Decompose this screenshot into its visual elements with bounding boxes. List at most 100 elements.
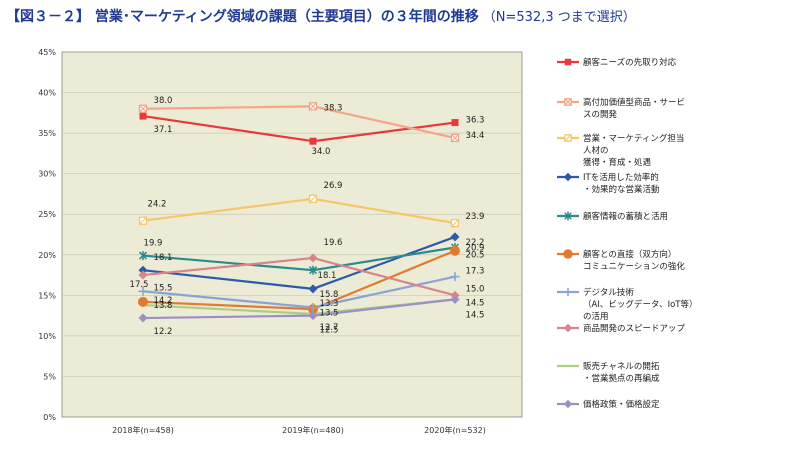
data-point [138, 270, 148, 280]
x-tick-label: 2020年(n=532) [424, 425, 486, 435]
data-label: 13.3 [320, 299, 339, 309]
chart-title: 【図３－２】 営業･マーケティング領域の課題（主要項目）の３年間の推移 [6, 9, 479, 25]
legend-item: 価格政策・価格設定 [557, 399, 660, 410]
data-point [563, 172, 573, 182]
data-label: 17.3 [466, 267, 485, 277]
data-label: 23.9 [466, 212, 485, 222]
legend-label: 高付加価値型商品・サービ [583, 97, 685, 108]
legend-label: （AI、ビッグデータ、IoT等） [583, 299, 697, 310]
data-label: 13.8 [154, 301, 173, 311]
data-point [308, 265, 318, 275]
data-label: 14.5 [466, 310, 485, 320]
legend-item: 顧客ニーズの先取り対応 [557, 57, 677, 68]
data-point [563, 249, 573, 259]
data-label: 13.5 [320, 309, 339, 319]
legend-item: 顧客との直接（双方向）コミュニケーションの強化 [557, 249, 685, 272]
gridlines [62, 92, 522, 377]
data-point [564, 58, 572, 66]
data-label: 20.9 [466, 243, 485, 253]
legend-label: スの開発 [583, 110, 618, 120]
data-label: 15.8 [320, 290, 339, 300]
legend-item: 顧客情報の蓄積と活用 [557, 211, 668, 222]
legend: 顧客ニーズの先取り対応高付加価値型商品・サービスの開発営業・マーケティング担当人… [557, 57, 697, 410]
marker-slash [564, 134, 572, 142]
data-point [450, 294, 460, 304]
legend-label: 営業・マーケティング担当 [583, 133, 684, 144]
data-label: 15.5 [154, 283, 173, 293]
legend-label: 人材の [583, 145, 609, 156]
legend-label: デジタル技術 [583, 287, 634, 298]
legend-label: ・営業拠点の再編成 [583, 373, 660, 384]
marker-cross [564, 98, 572, 106]
marker-slash [139, 216, 147, 225]
y-tick-label: 35% [38, 129, 56, 138]
data-point [138, 251, 148, 261]
data-label: 38.3 [324, 103, 343, 113]
y-tick-label: 30% [38, 170, 56, 179]
data-label: 37.1 [154, 125, 173, 135]
legend-label: ・効果的な営業活動 [583, 184, 660, 195]
legend-item: デジタル技術（AI、ビッグデータ、IoT等）の活用 [557, 287, 697, 322]
y-tick-label: 15% [38, 291, 56, 300]
legend-item: 販売チャネルの開拓・営業拠点の再編成 [557, 361, 660, 384]
y-tick-label: 45% [38, 48, 56, 57]
data-label: 18.1 [318, 271, 337, 281]
data-label: 26.9 [324, 181, 343, 191]
y-tick-label: 40% [38, 89, 56, 98]
data-point [450, 218, 460, 228]
y-tick-label: 25% [38, 210, 56, 219]
x-axis: 2018年(n=458) 2019年(n=480) 2020年(n=532) [112, 425, 486, 435]
data-point [450, 232, 460, 242]
marker-cross [139, 104, 147, 113]
legend-label: 顧客との直接（双方向） [583, 249, 676, 260]
marker-cross [451, 134, 459, 142]
data-point [138, 104, 148, 113]
y-tick-label: 20% [38, 251, 56, 260]
marker-slash [451, 219, 459, 228]
data-point [564, 134, 572, 142]
data-label: 34.0 [312, 147, 331, 157]
legend-item: ITを活用した効率的・効果的な営業活動 [557, 172, 660, 195]
legend-label: の活用 [583, 311, 609, 322]
data-label: 24.2 [148, 200, 167, 210]
data-point [308, 311, 318, 321]
data-point [564, 98, 572, 106]
data-point [138, 216, 148, 225]
y-tick-label: 5% [43, 372, 56, 381]
chart-subtitle: （N=532,3 つまで選択） [482, 10, 636, 25]
data-point [138, 286, 148, 296]
x-tick-label: 2019年(n=480) [282, 425, 344, 435]
data-labels: 37.1 34.0 36.3 38.0 38.3 34.4 24.2 26.9 23.9 18.1… [130, 96, 485, 337]
data-label: 14.2 [154, 296, 173, 306]
data-label: 18.1 [154, 253, 173, 263]
y-tick-label: 10% [38, 332, 56, 341]
data-point [138, 265, 148, 275]
data-point [308, 194, 318, 203]
y-tick-label: 0% [43, 413, 56, 422]
y-axis: 0% 5% 10% 15% 20% 25% 30% 35% 40% 45% [38, 48, 56, 422]
data-point [563, 399, 573, 409]
data-point [563, 287, 573, 297]
data-point [563, 323, 573, 333]
data-point [309, 137, 317, 145]
legend-label: ITを活用した効率的 [583, 172, 659, 183]
data-label: 38.0 [154, 96, 173, 106]
legend-label: 価格政策・価格設定 [583, 399, 660, 410]
data-label: 34.4 [466, 131, 485, 141]
data-label: 12.7 [320, 323, 339, 333]
legend-item: 商品開発のスピードアップ [557, 323, 686, 334]
data-label: 12.2 [154, 327, 173, 337]
data-point [138, 313, 148, 323]
data-point [308, 253, 318, 263]
data-point [308, 303, 318, 312]
x-tick-label: 2018年(n=458) [112, 425, 174, 435]
data-label: 19.9 [144, 239, 163, 249]
data-label: 17.5 [130, 280, 149, 290]
data-point [308, 102, 318, 111]
data-point [564, 211, 572, 221]
legend-label: 顧客ニーズの先取り対応 [583, 57, 677, 68]
legend-label: 顧客情報の蓄積と活用 [583, 211, 668, 222]
